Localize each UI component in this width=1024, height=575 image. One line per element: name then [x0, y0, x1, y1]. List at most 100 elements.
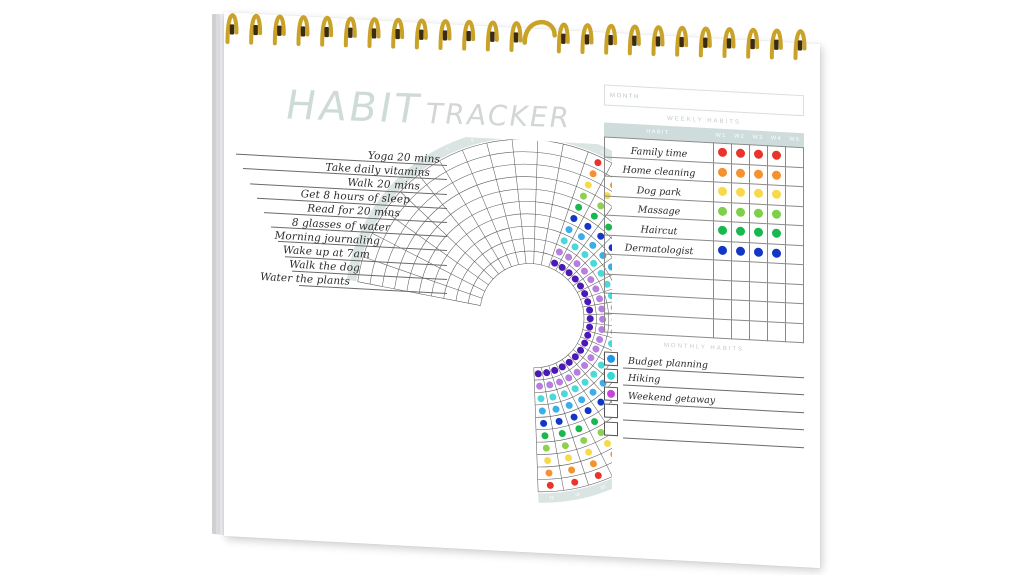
radial-habit-dot[interactable] [603, 439, 611, 447]
radial-habit-dot[interactable] [565, 269, 573, 277]
radial-habit-dot[interactable] [565, 401, 573, 409]
radial-habit-chart[interactable]: 1234567891011121314151617181920212223242… [232, 124, 612, 544]
radial-habit-dot[interactable] [605, 223, 612, 231]
weekly-habit-cell[interactable] [767, 145, 786, 167]
radial-habit-dot[interactable] [590, 370, 598, 378]
radial-habit-dot[interactable] [584, 298, 592, 306]
radial-habit-dot[interactable] [575, 425, 583, 433]
radial-habit-dot[interactable] [597, 361, 605, 369]
radial-habit-dot[interactable] [534, 370, 542, 378]
radial-habit-dot[interactable] [571, 243, 579, 251]
weekly-habit-cell[interactable] [785, 205, 804, 226]
weekly-habit-cell[interactable] [713, 279, 732, 300]
radial-habit-dot[interactable] [594, 159, 602, 167]
radial-habit-dot[interactable] [581, 250, 589, 258]
radial-habit-dot[interactable] [543, 369, 551, 377]
weekly-habit-cell[interactable] [785, 263, 804, 285]
radial-habit-dot[interactable] [565, 454, 573, 462]
radial-habit-dot[interactable] [586, 315, 594, 323]
weekly-habit-cell[interactable] [749, 164, 768, 185]
radial-habit-dot[interactable] [597, 202, 605, 210]
weekly-habit-cell[interactable] [713, 220, 732, 242]
monthly-habit-checkbox[interactable] [604, 385, 618, 401]
radial-habit-dot[interactable] [590, 259, 598, 267]
weekly-habit-cell[interactable] [731, 202, 750, 223]
weekly-habit-cell[interactable] [785, 322, 804, 343]
radial-habit-dot[interactable] [546, 381, 554, 389]
radial-habit-dot[interactable] [586, 306, 594, 314]
weekly-habit-cell[interactable] [731, 241, 750, 262]
radial-habit-dot[interactable] [581, 362, 589, 370]
radial-habit-dot[interactable] [584, 407, 592, 415]
radial-habit-dot[interactable] [589, 388, 597, 396]
radial-habit-dot[interactable] [597, 398, 605, 406]
radial-habit-dot[interactable] [584, 222, 592, 230]
radial-habit-dot[interactable] [596, 336, 604, 344]
radial-habit-dot[interactable] [603, 192, 611, 200]
weekly-habit-cell[interactable] [749, 222, 768, 244]
radial-habit-dot[interactable] [585, 448, 593, 456]
radial-habit-dot[interactable] [558, 263, 566, 271]
radial-habit-dot[interactable] [592, 285, 600, 293]
radial-habit-dot[interactable] [551, 259, 559, 267]
radial-habit-dot[interactable] [570, 413, 578, 421]
radial-habit-dot[interactable] [589, 170, 597, 178]
weekly-habit-cell[interactable] [713, 162, 732, 183]
weekly-habit-cell[interactable] [767, 321, 786, 342]
radial-habit-dot[interactable] [573, 260, 581, 268]
radial-habit-dot[interactable] [581, 290, 589, 298]
radial-habit-dot[interactable] [560, 237, 568, 245]
radial-habit-dot[interactable] [556, 378, 564, 386]
weekly-habit-cell[interactable] [713, 181, 732, 203]
radial-habit-dot[interactable] [536, 382, 544, 390]
weekly-habit-cell[interactable] [749, 261, 768, 283]
radial-habit-dot[interactable] [558, 430, 566, 438]
weekly-habit-cell[interactable] [713, 298, 732, 320]
radial-habit-dot[interactable] [584, 331, 592, 339]
radial-habit-dot[interactable] [589, 460, 597, 468]
radial-habit-dot[interactable] [565, 358, 573, 366]
weekly-habit-cell[interactable] [749, 281, 768, 302]
radial-habit-dot[interactable] [587, 276, 595, 284]
radial-habit-dot[interactable] [565, 253, 573, 261]
radial-habit-dot[interactable] [597, 429, 605, 437]
radial-habit-dot[interactable] [568, 466, 576, 474]
radial-habit-dot[interactable] [599, 315, 607, 323]
radial-habit-dot[interactable] [599, 252, 607, 260]
radial-habit-dot[interactable] [577, 346, 585, 354]
radial-habit-dot[interactable] [544, 457, 552, 465]
radial-habit-dot[interactable] [589, 241, 597, 249]
radial-habit-dot[interactable] [597, 232, 605, 240]
weekly-habit-cell[interactable] [713, 318, 732, 339]
radial-habit-dot[interactable] [541, 432, 549, 440]
weekly-habit-cell[interactable] [713, 201, 732, 222]
weekly-habit-cell[interactable] [731, 299, 750, 321]
monthly-habit-checkbox[interactable] [604, 403, 618, 419]
weekly-habit-cell[interactable] [785, 185, 804, 207]
weekly-habit-cell[interactable] [749, 300, 768, 322]
radial-habit-dot[interactable] [610, 450, 612, 458]
weekly-habit-cell[interactable] [731, 143, 750, 165]
radial-habit-dot[interactable] [580, 267, 588, 275]
weekly-habit-cell[interactable] [767, 223, 786, 245]
radial-habit-dot[interactable] [573, 368, 581, 376]
radial-habit-dot[interactable] [584, 181, 592, 189]
radial-habit-dot[interactable] [608, 244, 612, 252]
weekly-habit-cell[interactable] [731, 260, 750, 282]
radial-habit-dot[interactable] [571, 385, 579, 393]
weekly-habit-cell[interactable] [767, 262, 786, 284]
radial-habit-dot[interactable] [591, 418, 599, 426]
weekly-habit-cell[interactable] [749, 183, 768, 205]
weekly-habit-cell[interactable] [785, 302, 804, 324]
weekly-habit-cell[interactable] [767, 301, 786, 323]
radial-habit-dot[interactable] [555, 417, 563, 425]
radial-habit-dot[interactable] [581, 378, 589, 386]
weekly-habit-cell[interactable] [767, 243, 786, 264]
weekly-habit-cell[interactable] [749, 320, 768, 341]
radial-habit-dot[interactable] [537, 395, 545, 403]
radial-habit-dot[interactable] [561, 442, 569, 450]
weekly-habit-cell[interactable] [749, 242, 768, 263]
radial-habit-dot[interactable] [607, 263, 612, 271]
radial-habit-dot[interactable] [538, 407, 546, 415]
weekly-habit-cell[interactable] [749, 144, 768, 166]
